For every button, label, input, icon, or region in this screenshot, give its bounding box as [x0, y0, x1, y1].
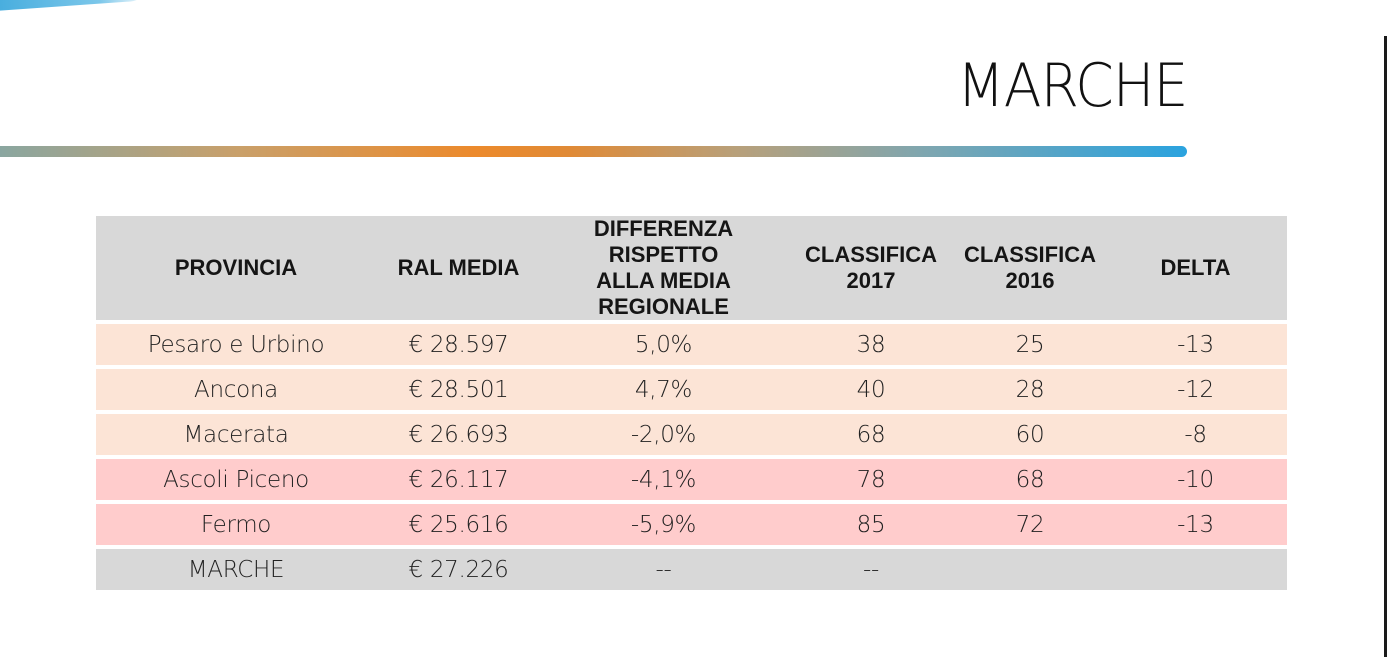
total-classifica-2017: --: [786, 549, 956, 590]
cell-diff: 4,7%: [541, 369, 786, 410]
cell-provincia: Macerata: [96, 414, 376, 455]
header-provincia: PROVINCIA: [96, 216, 376, 320]
cell-classifica-2016: 25: [956, 324, 1104, 365]
header-ral-media: RAL MEDIA: [376, 216, 541, 320]
cell-classifica-2017: 68: [786, 414, 956, 455]
header-delta: DELTA: [1104, 216, 1287, 320]
table-row: Macerata € 26.693 -2,0% 68 60 -8: [96, 414, 1287, 455]
cell-diff: 5,0%: [541, 324, 786, 365]
cell-classifica-2017: 78: [786, 459, 956, 500]
cell-delta: -13: [1104, 324, 1287, 365]
cell-provincia: Pesaro e Urbino: [96, 324, 376, 365]
header-classifica-2016: CLASSIFICA 2016: [956, 216, 1104, 320]
cell-diff: -4,1%: [541, 459, 786, 500]
cell-ral: € 26.693: [376, 414, 541, 455]
cell-classifica-2016: 68: [956, 459, 1104, 500]
page-title: MARCHE: [956, 51, 1188, 121]
total-provincia: MARCHE: [96, 549, 376, 590]
cell-classifica-2016: 72: [956, 504, 1104, 545]
header-classifica-2017: CLASSIFICA 2017: [786, 216, 956, 320]
corner-swoosh-decoration: [0, 0, 151, 12]
table-total-row: MARCHE € 27.226 -- --: [96, 549, 1287, 590]
table-row: Fermo € 25.616 -5,9% 85 72 -13: [96, 504, 1287, 545]
cell-delta: -12: [1104, 369, 1287, 410]
cell-ral: € 28.501: [376, 369, 541, 410]
cell-ral: € 25.616: [376, 504, 541, 545]
header-differenza: DIFFERENZA RISPETTO ALLA MEDIA REGIONALE: [541, 216, 786, 320]
total-delta: [1104, 549, 1287, 590]
title-gradient-bar: [0, 146, 1187, 157]
slide-edge-line: [1384, 36, 1387, 657]
cell-classifica-2017: 85: [786, 504, 956, 545]
cell-diff: -2,0%: [541, 414, 786, 455]
cell-classifica-2017: 40: [786, 369, 956, 410]
cell-classifica-2016: 28: [956, 369, 1104, 410]
ral-table: PROVINCIA RAL MEDIA DIFFERENZA RISPETTO …: [96, 212, 1287, 594]
total-ral: € 27.226: [376, 549, 541, 590]
cell-classifica-2016: 60: [956, 414, 1104, 455]
cell-classifica-2017: 38: [786, 324, 956, 365]
cell-provincia: Ascoli Piceno: [96, 459, 376, 500]
cell-ral: € 28.597: [376, 324, 541, 365]
cell-delta: -13: [1104, 504, 1287, 545]
table-row: Pesaro e Urbino € 28.597 5,0% 38 25 -13: [96, 324, 1287, 365]
total-diff: --: [541, 549, 786, 590]
table-row: Ascoli Piceno € 26.117 -4,1% 78 68 -10: [96, 459, 1287, 500]
cell-delta: -10: [1104, 459, 1287, 500]
cell-provincia: Ancona: [96, 369, 376, 410]
cell-diff: -5,9%: [541, 504, 786, 545]
table-header-row: PROVINCIA RAL MEDIA DIFFERENZA RISPETTO …: [96, 216, 1287, 320]
cell-provincia: Fermo: [96, 504, 376, 545]
table-row: Ancona € 28.501 4,7% 40 28 -12: [96, 369, 1287, 410]
cell-delta: -8: [1104, 414, 1287, 455]
cell-ral: € 26.117: [376, 459, 541, 500]
total-classifica-2016: [956, 549, 1104, 590]
